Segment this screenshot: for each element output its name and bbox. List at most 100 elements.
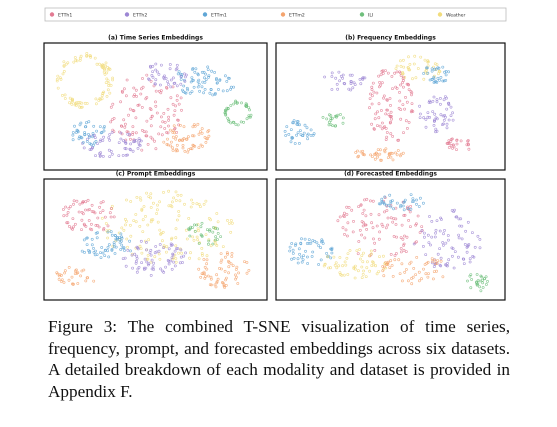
embedding-point	[441, 275, 445, 279]
legend-marker	[359, 12, 365, 17]
embedding-point	[135, 270, 139, 274]
embedding-point	[389, 259, 393, 263]
embedding-point	[404, 250, 408, 254]
embedding-point	[131, 266, 135, 270]
embedding-point	[285, 125, 289, 129]
embedding-point	[129, 148, 132, 152]
embedding-point	[110, 204, 114, 208]
embedding-point	[215, 243, 219, 247]
embedding-point	[341, 264, 345, 268]
embedding-point	[190, 198, 194, 202]
embedding-point	[128, 239, 132, 243]
embedding-point	[329, 256, 333, 260]
embedding-point	[229, 121, 233, 125]
embedding-point	[351, 86, 355, 90]
embedding-point	[124, 147, 128, 151]
embedding-point	[410, 282, 414, 286]
embedding-point	[390, 151, 394, 155]
embedding-point	[170, 267, 174, 271]
embedding-point	[205, 258, 209, 262]
embedding-point	[86, 208, 90, 212]
embedding-point	[296, 123, 300, 126]
embedding-point	[345, 256, 349, 260]
embedding-point	[205, 262, 209, 266]
embedding-point	[363, 236, 367, 240]
embedding-point	[189, 80, 193, 84]
embedding-point	[220, 281, 224, 284]
embedding-point	[447, 70, 451, 74]
embedding-point	[426, 111, 430, 115]
embedding-point	[479, 274, 483, 278]
embedding-point	[57, 274, 61, 278]
embedding-point	[166, 80, 170, 84]
embedding-point	[194, 67, 198, 71]
embedding-point	[384, 226, 388, 230]
embedding-point	[96, 216, 100, 220]
embedding-point	[394, 206, 398, 210]
embedding-point	[139, 139, 143, 143]
embedding-point	[151, 70, 155, 74]
embedding-point	[383, 125, 387, 129]
embedding-point	[388, 193, 392, 197]
embedding-point	[167, 115, 171, 119]
embedding-point	[229, 230, 233, 234]
embedding-point	[171, 135, 175, 139]
embedding-point	[98, 205, 102, 209]
embedding-point	[86, 276, 90, 280]
embedding-point	[410, 200, 414, 204]
embedding-point	[72, 60, 76, 64]
embedding-point	[98, 139, 102, 143]
embedding-point	[438, 247, 442, 251]
embedding-point	[192, 223, 196, 227]
embedding-point	[398, 205, 402, 209]
embedding-point	[158, 228, 162, 232]
embedding-point	[234, 100, 238, 104]
embedding-point	[434, 116, 438, 120]
embedding-point	[166, 107, 170, 111]
embedding-point	[460, 224, 464, 228]
embedding-point	[229, 262, 233, 266]
embedding-point	[179, 193, 183, 197]
embedding-point	[101, 200, 105, 204]
embedding-point	[383, 150, 387, 154]
embedding-point	[369, 92, 372, 96]
embedding-point	[102, 64, 106, 67]
embedding-point	[66, 61, 70, 65]
embedding-point	[82, 146, 86, 150]
embedding-point	[198, 89, 202, 93]
figure: ETTh1 ETTh2 ETTm1 ETTm2 ILI Weather (a) Time S…	[43, 7, 507, 301]
embedding-point	[413, 54, 417, 58]
embedding-point	[382, 148, 386, 152]
embedding-point	[99, 211, 102, 215]
embedding-point	[341, 116, 345, 120]
embedding-point	[231, 264, 235, 268]
embedding-point	[82, 238, 86, 242]
embedding-point	[203, 135, 207, 139]
embedding-point	[377, 116, 381, 120]
embedding-point	[104, 222, 108, 225]
embedding-point	[139, 239, 143, 243]
embedding-point	[369, 199, 372, 203]
embedding-point	[104, 81, 108, 85]
legend-marker	[202, 12, 208, 17]
embedding-point	[382, 202, 386, 206]
embedding-point	[223, 285, 227, 289]
embedding-point	[356, 252, 360, 256]
embedding-point	[113, 234, 117, 237]
embedding-point	[483, 277, 487, 281]
embedding-point	[185, 237, 189, 241]
embedding-point	[225, 80, 229, 83]
embedding-point	[166, 131, 170, 135]
embedding-point	[67, 278, 71, 282]
embedding-point	[310, 255, 314, 258]
embedding-point	[377, 237, 381, 241]
embedding-point	[158, 200, 162, 204]
embedding-point	[172, 124, 176, 128]
embedding-point	[444, 79, 448, 82]
embedding-point	[106, 236, 110, 240]
embedding-point	[165, 86, 168, 89]
embedding-point	[55, 271, 59, 275]
embedding-point	[78, 202, 82, 206]
embedding-point	[226, 252, 230, 256]
embedding-point	[132, 219, 136, 223]
